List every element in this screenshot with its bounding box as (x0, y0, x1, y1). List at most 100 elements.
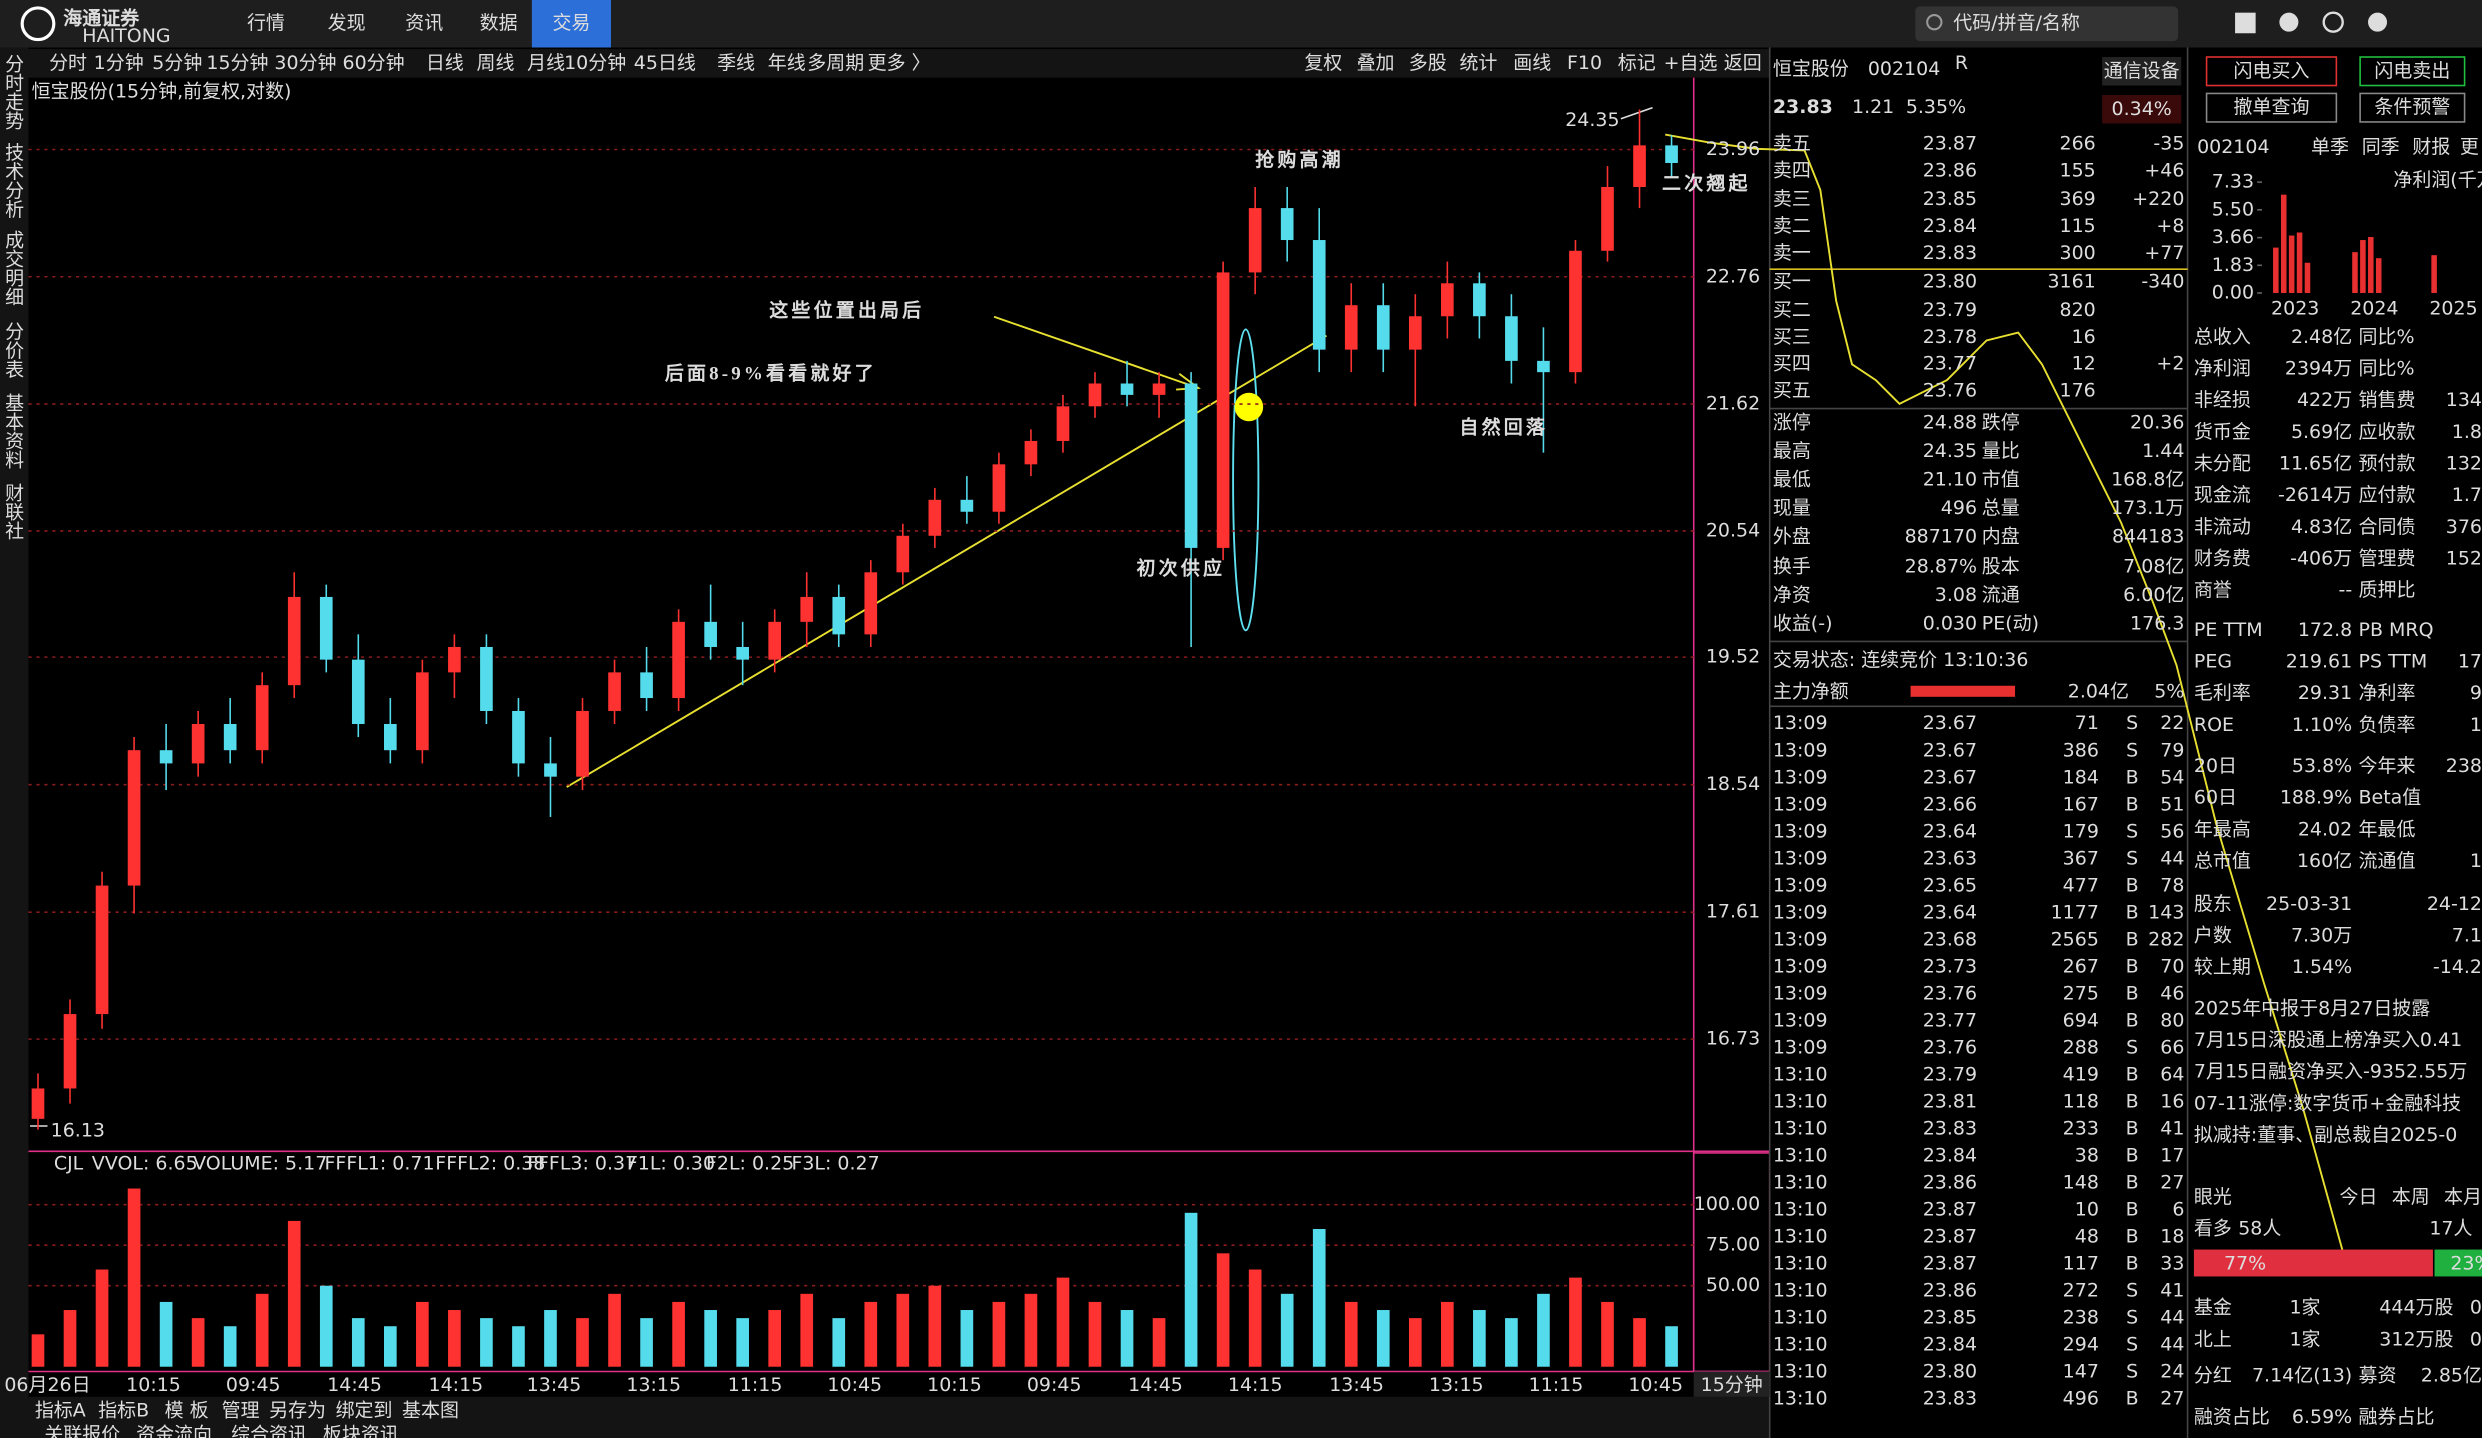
bottom-tab[interactable]: 指标A (35, 1400, 86, 1422)
trade-volume: 147 (2063, 1361, 2099, 1383)
fin-tab[interactable]: 同季 (2362, 136, 2400, 158)
fin-bar (2360, 240, 2366, 293)
action-button[interactable]: 闪电买入 (2234, 60, 2310, 82)
side-tab[interactable]: 分时走势 (2, 54, 24, 130)
tool[interactable]: 复权 (1304, 52, 1342, 74)
fin-label: 管理费 (2359, 548, 2416, 570)
period[interactable]: 10分钟 (564, 52, 626, 74)
period[interactable]: 更多 〉 (868, 52, 931, 74)
bull-label: 看多 (2194, 1217, 2232, 1239)
volume-bar (1537, 1293, 1550, 1367)
indicator: F2L: 0.25 (706, 1153, 794, 1175)
tool[interactable]: +自选 (1664, 52, 1718, 74)
period[interactable]: 季线 (717, 52, 755, 74)
trade-count: 6 (2172, 1199, 2184, 1221)
fund-value: 1家 (2289, 1328, 2320, 1350)
bottom-tab[interactable]: 管理 (222, 1400, 260, 1422)
period[interactable]: 15分钟 (206, 52, 268, 74)
search-box[interactable] (1915, 6, 2179, 42)
side-tab[interactable]: 基本资料 (2, 392, 24, 468)
tool[interactable]: 标记 (1618, 52, 1656, 74)
footer-tab[interactable]: 资金流向 (136, 1423, 212, 1438)
period[interactable]: 分时 (49, 52, 87, 74)
fin-value: 1.8 (2452, 421, 2482, 443)
stat-label: 股本 (1982, 555, 2020, 577)
vision-tab[interactable]: 眼光 (2194, 1186, 2232, 1208)
footer-tab[interactable]: 板块资讯 (323, 1423, 399, 1438)
period[interactable]: 周线 (476, 52, 514, 74)
annotation: 这些位置出局后 (769, 298, 924, 321)
x-tick-label: 14:15 (1228, 1374, 1283, 1396)
nav-tab[interactable]: 发现 (328, 12, 366, 34)
indicator: F1L: 0.30 (627, 1153, 715, 1175)
bottom-tab[interactable]: 模 板 (165, 1400, 209, 1422)
button-frame[interactable] (2205, 92, 2338, 123)
action-button[interactable]: 闪电卖出 (2374, 60, 2450, 82)
candle-body (1024, 440, 1038, 465)
volume-bar (351, 1318, 365, 1367)
fin-tab[interactable]: 更 (2460, 136, 2479, 158)
tool[interactable]: 叠加 (1357, 52, 1395, 74)
vision-tab[interactable]: 本月 (2444, 1186, 2482, 1208)
period[interactable]: 月线 (527, 52, 565, 74)
side-tab[interactable]: 分价表 (2, 321, 24, 378)
news-item[interactable]: 2025年中报于8月27日披露 (2194, 997, 2430, 1019)
trade-volume: 367 (2063, 847, 2099, 869)
period[interactable]: 年线 (768, 52, 806, 74)
news-item[interactable]: 7月15日深股通上榜净买入0.41 (2194, 1029, 2462, 1051)
period[interactable]: 1分钟 (94, 52, 144, 74)
nav-tab[interactable]: 数据 (480, 12, 518, 34)
tool[interactable]: 统计 (1459, 52, 1497, 74)
side-tab[interactable]: 技术分析 (2, 142, 24, 218)
settings-icon[interactable] (2279, 12, 2299, 32)
news-item[interactable]: 07-11涨停:数字货币+金融科技 (2194, 1092, 2461, 1114)
bottom-tab[interactable]: 另存为 (269, 1400, 326, 1422)
period[interactable]: 多周期 (807, 52, 864, 74)
tool[interactable]: F10 (1567, 52, 1602, 74)
nav-tab[interactable]: 交易 (552, 12, 590, 34)
button-frame[interactable] (2359, 92, 2466, 123)
bottom-tab[interactable]: 指标B (98, 1400, 149, 1422)
news-item[interactable]: 7月15日融资净买入-9352.55万 (2194, 1061, 2467, 1083)
trade-count: 44 (2160, 1334, 2184, 1356)
ellipse-marker (1232, 328, 1260, 632)
footer-tab[interactable]: 关联报价 (44, 1423, 120, 1438)
action-button[interactable]: 撤单查询 (2234, 96, 2310, 118)
period[interactable]: 30分钟 (274, 52, 336, 74)
period[interactable]: 5分钟 (152, 52, 202, 74)
tool[interactable]: 画线 (1513, 52, 1551, 74)
button-frame[interactable] (2359, 56, 2466, 87)
fund-value: 融券占比 (2359, 1406, 2435, 1428)
candle-body (1056, 406, 1070, 441)
book-price: 23.85 (1923, 188, 1977, 210)
tool[interactable]: 多股 (1409, 52, 1447, 74)
book-price: 23.76 (1923, 380, 1977, 402)
button-frame[interactable] (2205, 56, 2338, 87)
nav-tab[interactable]: 资讯 (405, 12, 443, 34)
globe-icon[interactable] (2322, 11, 2344, 33)
vision-tab[interactable]: 今日 (2340, 1186, 2378, 1208)
vision-tab[interactable]: 本周 (2392, 1186, 2430, 1208)
footer-tab[interactable]: 综合资讯 (231, 1423, 307, 1438)
news-item[interactable]: 拟减持:董事、副总裁自2025-0 (2194, 1124, 2457, 1146)
action-button[interactable]: 条件预警 (2374, 96, 2450, 118)
tool[interactable]: 返回 (1724, 52, 1762, 74)
fin-tab[interactable]: 财报 (2412, 136, 2450, 158)
side-tab[interactable]: 成交明细 (2, 229, 24, 305)
period[interactable]: 60分钟 (343, 52, 405, 74)
bottom-tab[interactable]: 基本图 (402, 1400, 459, 1422)
candle-body (1216, 272, 1230, 548)
period[interactable]: 日线 (426, 52, 464, 74)
side-tab[interactable]: 财联社 (2, 483, 24, 540)
chat-icon[interactable] (2368, 12, 2388, 32)
bottom-tab[interactable]: 绑定到 (336, 1400, 393, 1422)
logo: 海通证券 (63, 7, 140, 30)
industry-box (2102, 57, 2182, 86)
fin-tab[interactable]: 单季 (2311, 136, 2349, 158)
fin-bar (2352, 252, 2358, 293)
period[interactable]: 45日线 (634, 52, 696, 74)
nav-tab[interactable]: 行情 (247, 12, 285, 34)
grid-icon[interactable] (2235, 12, 2256, 34)
bull-count: 58人 (2238, 1217, 2281, 1239)
